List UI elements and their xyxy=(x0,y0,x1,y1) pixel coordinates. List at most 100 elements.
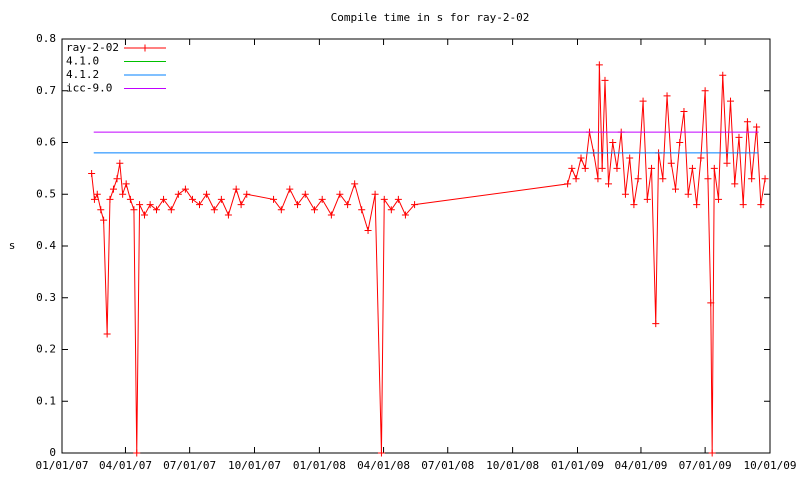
point-marker xyxy=(568,164,576,172)
point-marker xyxy=(90,195,98,203)
y-tick-label: 0.7 xyxy=(36,84,56,97)
point-marker xyxy=(707,299,715,307)
point-marker xyxy=(739,201,747,209)
point-marker xyxy=(634,175,642,183)
legend-marker xyxy=(141,44,149,52)
point-marker xyxy=(663,92,671,100)
point-marker xyxy=(708,449,716,457)
point-marker xyxy=(146,201,154,209)
point-marker xyxy=(310,206,318,214)
point-marker xyxy=(411,201,419,209)
plot-frame xyxy=(61,38,771,454)
y-axis-label: s xyxy=(9,239,16,252)
point-marker xyxy=(351,180,359,188)
point-marker xyxy=(224,211,232,219)
point-marker xyxy=(136,201,144,209)
point-marker xyxy=(577,154,585,162)
point-marker xyxy=(301,190,309,198)
y-tick-label: 0.6 xyxy=(36,136,56,149)
point-marker xyxy=(88,170,96,178)
point-marker xyxy=(152,206,160,214)
point-marker xyxy=(680,107,688,115)
point-marker xyxy=(141,211,149,219)
point-marker xyxy=(188,195,196,203)
point-marker xyxy=(723,159,731,167)
point-marker xyxy=(210,206,218,214)
point-marker xyxy=(735,133,743,141)
y-tick-label: 0.8 xyxy=(36,32,56,45)
point-marker xyxy=(605,180,613,188)
point-marker xyxy=(652,320,660,328)
point-marker xyxy=(97,206,105,214)
y-tick-label: 0.5 xyxy=(36,187,56,200)
point-marker xyxy=(715,195,723,203)
x-tick-label: 01/01/07 xyxy=(36,459,89,472)
point-marker xyxy=(327,211,335,219)
x-tick-label: 01/01/08 xyxy=(293,459,346,472)
x-tick-label: 01/01/09 xyxy=(551,459,604,472)
point-marker xyxy=(109,185,117,193)
point-marker xyxy=(277,206,285,214)
x-tick-label: 07/01/08 xyxy=(421,459,474,472)
x-tick-label: 04/01/07 xyxy=(99,459,152,472)
point-marker xyxy=(364,226,372,234)
point-marker xyxy=(122,180,130,188)
point-marker xyxy=(719,71,727,79)
point-marker xyxy=(564,180,572,188)
x-tick-label: 07/01/09 xyxy=(679,459,732,472)
x-tick-label: 10/01/08 xyxy=(486,459,539,472)
point-marker xyxy=(167,206,175,214)
point-marker xyxy=(100,216,108,224)
y-tick-label: 0.3 xyxy=(36,291,56,304)
point-marker xyxy=(761,175,769,183)
point-marker xyxy=(676,139,684,146)
legend-label: icc-9.0 xyxy=(66,82,112,95)
point-marker xyxy=(731,180,739,188)
y-tick-label: 0.4 xyxy=(36,239,56,252)
point-marker xyxy=(659,175,667,183)
point-marker xyxy=(581,164,589,172)
point-marker xyxy=(609,139,617,146)
point-marker xyxy=(697,154,705,162)
point-marker xyxy=(133,449,141,457)
point-marker xyxy=(103,330,111,338)
point-marker xyxy=(243,190,251,198)
point-marker xyxy=(181,185,189,193)
point-marker xyxy=(648,164,656,172)
point-marker xyxy=(630,201,638,209)
point-marker xyxy=(160,195,168,203)
point-marker xyxy=(371,190,379,198)
point-marker xyxy=(643,195,651,203)
y-tick-label: 0.1 xyxy=(36,394,56,407)
point-marker xyxy=(387,206,395,214)
point-marker xyxy=(727,97,735,105)
point-marker xyxy=(594,175,602,183)
x-tick-label: 10/01/07 xyxy=(228,459,281,472)
point-marker xyxy=(344,201,352,209)
legend-label: 4.1.2 xyxy=(66,68,99,81)
point-marker xyxy=(294,201,302,209)
point-marker xyxy=(572,175,580,183)
point-marker xyxy=(203,190,211,198)
point-marker xyxy=(119,190,127,198)
point-marker xyxy=(753,123,761,131)
point-marker xyxy=(377,449,385,457)
point-marker xyxy=(336,190,344,198)
chart-title: Compile time in s for ray-2-02 xyxy=(331,11,530,24)
series-line xyxy=(91,64,766,454)
point-marker xyxy=(401,211,409,219)
x-tick-label: 07/01/07 xyxy=(163,459,216,472)
point-marker xyxy=(688,164,696,172)
point-marker xyxy=(196,201,204,209)
point-marker xyxy=(595,61,603,69)
point-marker xyxy=(693,201,701,209)
point-marker xyxy=(757,201,765,209)
x-tick-label: 04/01/09 xyxy=(614,459,667,472)
legend-label: 4.1.0 xyxy=(66,55,99,68)
point-marker xyxy=(237,201,245,209)
point-marker xyxy=(598,164,606,172)
point-marker xyxy=(743,118,751,126)
point-marker xyxy=(613,164,621,172)
point-marker xyxy=(748,175,756,183)
point-marker xyxy=(701,87,709,95)
